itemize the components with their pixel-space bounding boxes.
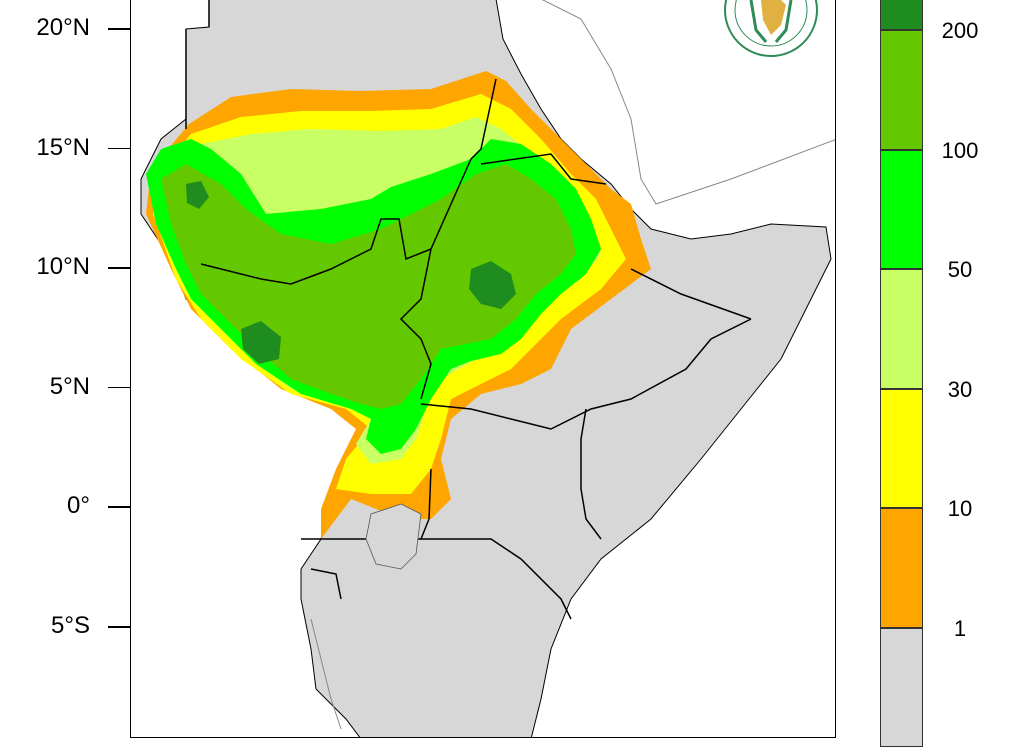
latitude-label: 15°N [0, 134, 90, 162]
legend-swatch [880, 628, 923, 747]
latitude-label: 0° [0, 492, 90, 520]
legend-swatch [880, 508, 923, 628]
legend-swatch [880, 30, 923, 150]
latitude-tick [108, 28, 130, 30]
latitude-tick [108, 626, 130, 628]
latitude-label: 20°N [0, 14, 90, 42]
legend-threshold-label: 100 [930, 138, 990, 164]
legend-swatch [880, 0, 923, 30]
latitude-label: 10°N [0, 253, 90, 281]
latitude-tick [108, 506, 130, 508]
latitude-tick [108, 387, 130, 389]
rainfall-map [131, 0, 836, 738]
legend-threshold-label: 10 [930, 496, 990, 522]
legend-swatch [880, 389, 923, 509]
igad-logo-icon [721, 0, 821, 60]
latitude-tick [108, 267, 130, 269]
legend-threshold-label: 30 [930, 377, 990, 403]
legend-threshold-label: 200 [930, 18, 990, 44]
legend-threshold-label: 50 [930, 257, 990, 283]
latitude-tick [108, 148, 130, 150]
color-legend [880, 0, 924, 738]
map-frame [130, 0, 836, 738]
legend-threshold-label: 1 [930, 616, 990, 642]
legend-swatch [880, 269, 923, 389]
latitude-label: 5°S [0, 612, 90, 640]
latitude-label: 5°N [0, 373, 90, 401]
legend-swatch [880, 150, 923, 270]
